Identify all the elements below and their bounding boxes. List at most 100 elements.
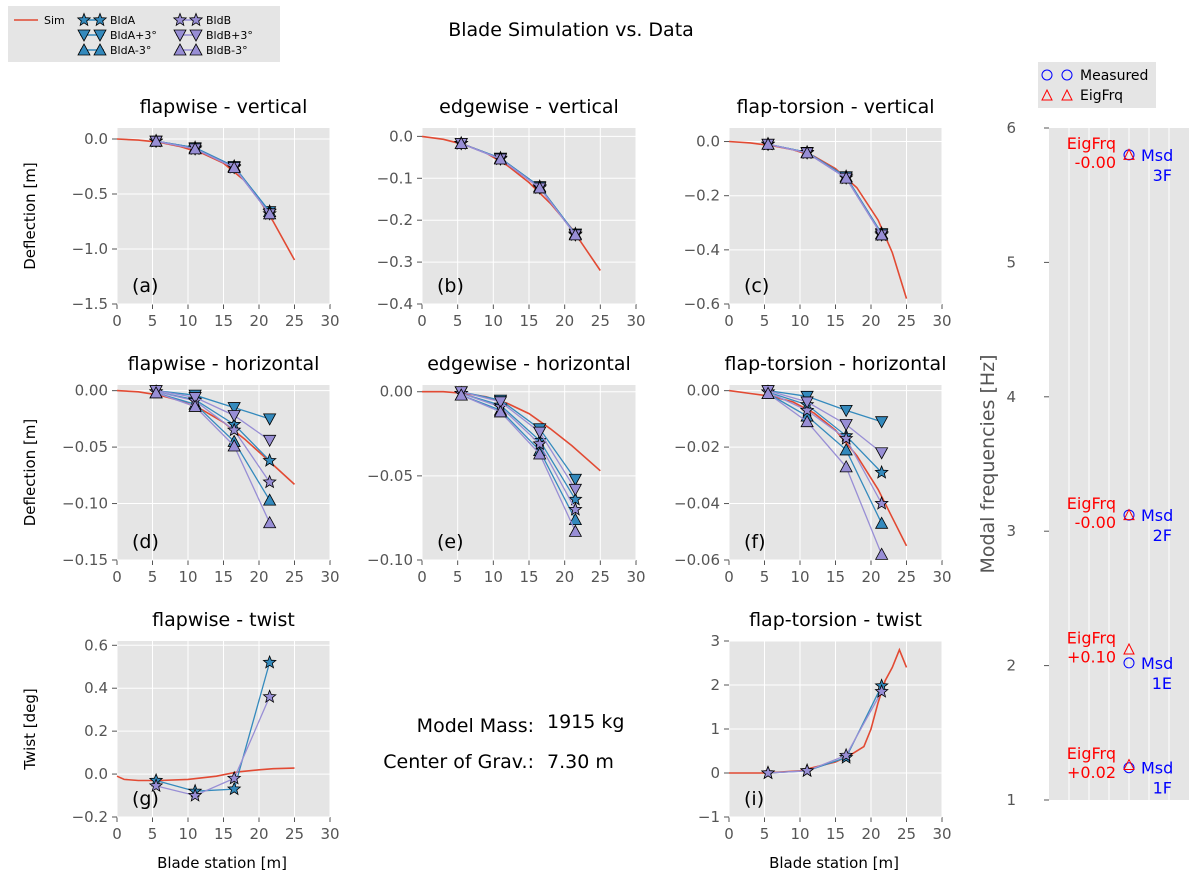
data-point-bldB_m3 [533, 447, 547, 460]
y-tick-label: 2 [1006, 657, 1016, 675]
msd-label: Msd [1141, 654, 1173, 673]
legend-marker-bldA_p3 [77, 29, 91, 42]
x-tick-label: 15 [826, 312, 845, 330]
series-line-bldA [155, 662, 271, 792]
panel-label: (f) [744, 531, 766, 553]
x-tick-label: 30 [320, 312, 339, 330]
series-line-bldA_m3 [460, 394, 576, 520]
x-tick-label: 30 [320, 825, 339, 843]
y-tick-label: 3 [1006, 522, 1016, 540]
panel-d: 0 5 10 15 20 25 30 0.00 −0.05 −0.10 −0.15 flapwise … [21, 353, 340, 586]
panel-title: edgewise - vertical [439, 96, 619, 118]
x-tick-label: 15 [826, 825, 845, 843]
x-tick-label: 5 [453, 312, 463, 330]
x-tick-label: 5 [453, 568, 463, 586]
x-tick-label: 5 [760, 312, 770, 330]
y-tick-label: 0.6 [84, 636, 108, 654]
data-point-bldB_m3 [761, 386, 775, 399]
panel-title: flapwise - twist [152, 609, 295, 631]
data-point-bldB_m3 [533, 181, 547, 194]
panel-title: flapwise - vertical [140, 96, 308, 118]
y-tick-label: 0.00 [380, 383, 413, 401]
x-tick-label: 25 [897, 825, 916, 843]
panel-background [1049, 128, 1189, 800]
y-tick-label: −1.5 [72, 295, 108, 313]
series-line-bldB_m3 [460, 142, 576, 236]
y-tick-label: 0.2 [84, 722, 108, 740]
eigfrq-label: EigFrq [1067, 628, 1116, 647]
data-point-bldB_m3 [188, 142, 202, 155]
x-tick-label: 25 [285, 568, 304, 586]
y-tick-label: −0.06 [674, 551, 720, 569]
panel-b: 0 5 10 15 20 25 30 0.0 −0.1 −0.2 −0.3 −0.4 edgewise … [377, 96, 646, 330]
data-point-bldB_m3 [262, 206, 277, 220]
series-line-bldA_p3 [461, 391, 576, 480]
x-axis-label-g: Blade station [m] [157, 854, 287, 872]
series-line-bldB [155, 696, 271, 797]
legend-marker-bldB_p3 [189, 29, 203, 42]
x-tick-label: 30 [626, 312, 645, 330]
y-tick-label: 0.00 [75, 382, 108, 400]
data-point-bldB_p3 [227, 410, 241, 423]
x-tick-label: 5 [148, 568, 158, 586]
x-tick-label: 10 [178, 568, 197, 586]
x-tick-label: 10 [790, 825, 809, 843]
panel-label: (d) [132, 531, 159, 553]
legend-triangle-icon [1061, 88, 1073, 101]
data-point-bldB_m3 [761, 137, 775, 150]
panel-label: (e) [437, 531, 464, 553]
y-tick-label: 4 [1006, 388, 1016, 406]
x-tick-label: 10 [178, 825, 197, 843]
mode-label: 2F [1153, 526, 1172, 545]
model-mass-value: 1915 kg [547, 711, 624, 733]
mode-label: 3F [1153, 166, 1172, 185]
x-tick-label: 0 [112, 568, 122, 586]
msd-label: Msd [1141, 146, 1173, 165]
legend: Sim BldA BldA+3° BldA-3° BldB BldB+3° BldB-3° [8, 6, 280, 62]
x-tick-label: 5 [148, 312, 158, 330]
y-tick-label: −1.0 [72, 240, 108, 258]
legend-label-bldA_p3: BldA+3° [110, 29, 157, 42]
x-tick-label: 30 [932, 825, 951, 843]
mode-label: 1F [1153, 779, 1172, 798]
panel-label: (a) [132, 275, 158, 297]
y-tick-label: −0.4 [377, 295, 413, 313]
series-line-bldA_m3 [767, 392, 883, 524]
y-tick-label: −0.05 [367, 467, 413, 485]
series-line-bldB_p3 [155, 389, 270, 441]
legend-marker-bldA_p3 [93, 29, 107, 42]
x-tick-label: 20 [249, 568, 268, 586]
x-tick-label: 30 [932, 312, 951, 330]
legend-label-sim: Sim [44, 14, 65, 27]
y-tick-label: 1 [710, 720, 720, 738]
x-axis-label-i: Blade station [m] [769, 854, 899, 872]
data-point-bldA_m3 [839, 443, 853, 456]
legend-marker-bldB_m3 [173, 43, 187, 56]
data-point-bldB_m3 [568, 524, 583, 537]
x-tick-label: 30 [626, 568, 645, 586]
y-tick-label: −0.05 [62, 438, 108, 456]
panel-title: flap-torsion - twist [749, 609, 922, 631]
y-tick-label: 1 [1006, 791, 1016, 809]
x-tick-label: 0 [724, 568, 734, 586]
data-point-bldB_m3 [839, 460, 853, 473]
series-line-bldB_m3 [155, 140, 271, 215]
legend-marker-bldB [172, 12, 188, 27]
data-point-bldA [874, 464, 889, 479]
msd-label: Msd [1141, 759, 1173, 778]
measured-point [1123, 657, 1135, 669]
x-tick-label: 15 [826, 568, 845, 586]
model-mass-label: Model Mass: [417, 715, 534, 737]
series-line-bldB [767, 391, 883, 504]
x-tick-label: 15 [519, 312, 538, 330]
y-tick-label: 6 [1006, 119, 1016, 137]
data-point-bldB [148, 778, 164, 792]
data-point-bldA_p3 [227, 402, 241, 415]
x-tick-label: 30 [932, 568, 951, 586]
eigfrq-diff: +0.02 [1067, 763, 1116, 782]
data-point-bldB_m3 [454, 388, 468, 401]
sim-line [422, 390, 601, 472]
eigfrq-diff: -0.00 [1075, 153, 1116, 172]
x-tick-label: 0 [724, 312, 734, 330]
